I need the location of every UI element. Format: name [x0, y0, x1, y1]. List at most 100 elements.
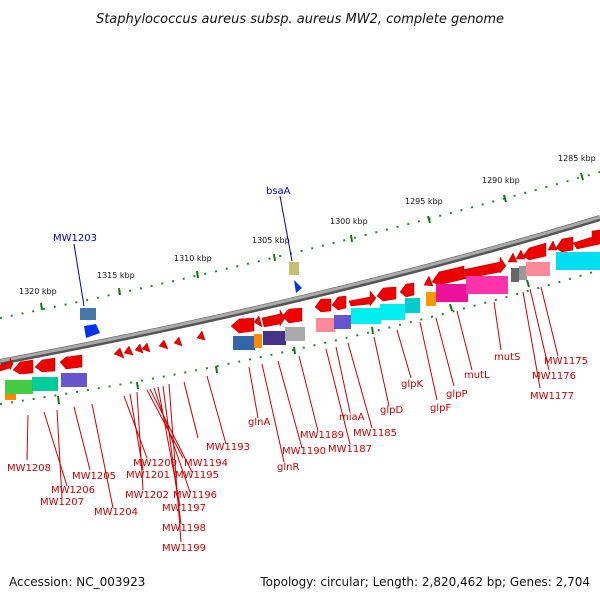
leader-line: [73, 243, 85, 307]
leader-line: [56, 409, 63, 499]
gene-arrow: [314, 298, 332, 313]
scale-label-1305: 1305 kbp: [252, 236, 290, 245]
leader-line: [522, 291, 541, 389]
block: [426, 292, 436, 306]
gene-arrow: [281, 307, 303, 324]
tick-1315: [118, 287, 121, 296]
scale-label-1310: 1310 kbp: [174, 254, 212, 263]
gene-arrow: [12, 359, 34, 375]
block: [351, 308, 381, 324]
leader-line: [347, 342, 373, 429]
gene-arrow: [522, 242, 547, 261]
gene-leader-lines: [26, 286, 559, 543]
feature-arrow: [294, 280, 302, 293]
label-MW1197: MW1197: [162, 503, 206, 514]
gene-arrow: [230, 317, 255, 334]
scale-ticks: [40, 172, 584, 311]
label-MW1203: MW1203: [53, 233, 97, 244]
inner-tick: [293, 346, 296, 355]
leader-line: [396, 329, 412, 379]
label-MW1201: MW1201: [126, 470, 170, 481]
gene-arrow: [331, 295, 347, 311]
gene-arrow: [515, 249, 526, 260]
label-MW1187: MW1187: [328, 444, 372, 455]
inner-tick: [57, 395, 60, 405]
gene-arrow: [376, 286, 397, 302]
gene-arrow: [141, 342, 151, 353]
block: [380, 304, 405, 320]
scale-label-1320: 1320 kbp: [19, 287, 57, 296]
scale-label-1315: 1315 kbp: [97, 271, 135, 280]
block: [511, 268, 519, 282]
scale-track: [0, 171, 600, 319]
backbone: [0, 215, 600, 363]
tick-1305: [273, 253, 276, 262]
leader-line: [73, 406, 91, 471]
label-MW1195: MW1195: [175, 470, 219, 481]
inner-tick: [449, 303, 453, 312]
leader-line: [248, 366, 259, 419]
inner-tick: [371, 326, 374, 335]
label-MW1194: MW1194: [184, 458, 228, 469]
scale-label-1300: 1300 kbp: [330, 217, 368, 226]
leader-line: [261, 363, 285, 463]
gene-arrow: [555, 236, 574, 253]
gene-arrow: [399, 282, 415, 298]
gene-arrow: [423, 275, 434, 287]
tick-1300: [350, 234, 353, 243]
gene-arrows: [0, 229, 600, 375]
leader-line: [435, 317, 455, 387]
leader-line: [298, 355, 319, 432]
label-MW1189: MW1189: [300, 430, 344, 441]
gene-labels: MW1208 MW1206 MW1207 MW1205 MW1204 MW120…: [7, 352, 588, 554]
leader-line: [168, 383, 182, 543]
block: [316, 318, 335, 332]
label-MW1205: MW1205: [72, 471, 116, 482]
tick-1290: [503, 194, 507, 203]
inner-tick: [136, 381, 139, 390]
gene-arrow: [572, 229, 600, 250]
inner-tick: [215, 365, 218, 374]
feature-box: [289, 262, 299, 275]
label-MW1206: MW1206: [51, 485, 95, 496]
block: [5, 380, 33, 394]
scale-label-1295: 1295 kbp: [405, 197, 443, 206]
leader-line: [279, 195, 293, 262]
block: [61, 373, 87, 387]
map-title: Staphylococcus aureus subsp. aureus MW2,…: [96, 12, 504, 27]
label-MW1202: MW1202: [125, 490, 169, 501]
leader-line: [529, 288, 550, 371]
block: [32, 377, 58, 391]
block: [233, 336, 255, 350]
label-miaA: miaA: [339, 412, 365, 423]
label-MW1193: MW1193: [206, 442, 250, 453]
leader-line: [149, 388, 193, 473]
gene-arrow: [34, 357, 56, 373]
label-MW1204: MW1204: [94, 507, 138, 518]
gene-arrow: [0, 357, 14, 372]
label-MW1199: MW1199: [162, 543, 206, 554]
inner-tick: [526, 279, 530, 288]
gene-arrow: [59, 354, 83, 370]
gene-arrow: [123, 345, 134, 356]
leader-line: [277, 360, 303, 449]
label-MW1176: MW1176: [532, 371, 576, 382]
gene-arrow: [253, 315, 263, 328]
leader-line: [335, 346, 351, 413]
block: [334, 315, 351, 329]
leader-line: [136, 391, 144, 491]
label-glnR: glnR: [277, 462, 299, 473]
gene-arrow: [348, 290, 377, 307]
feature-blocks: [5, 252, 600, 400]
leader-line: [91, 403, 114, 509]
label-MW1190: MW1190: [282, 446, 326, 457]
leader-line: [540, 286, 559, 357]
leader-line: [493, 301, 502, 351]
inner-ticks: [57, 279, 530, 405]
label-MW1208: MW1208: [7, 463, 51, 474]
gene-arrow: [196, 330, 206, 341]
label-mutL: mutL: [464, 370, 490, 381]
gene-arrow: [547, 240, 558, 251]
gene-arrow: [134, 343, 144, 354]
tick-1285: [580, 172, 584, 181]
